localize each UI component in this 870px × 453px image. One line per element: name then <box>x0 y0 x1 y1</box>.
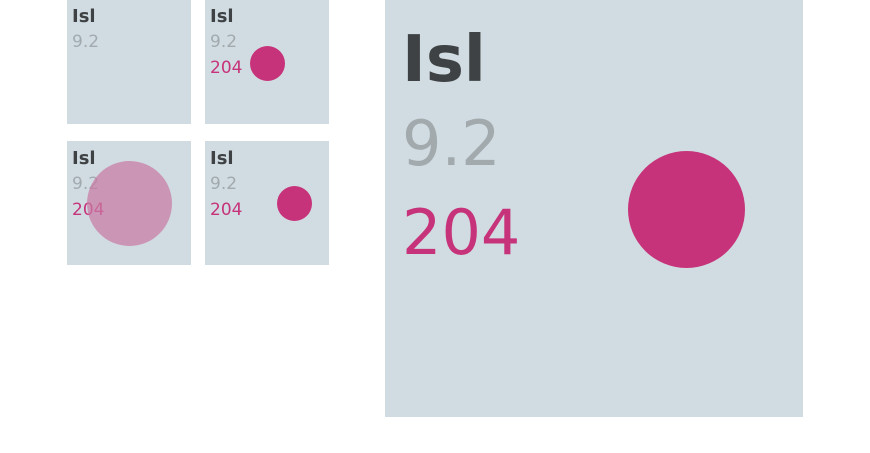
tile-rating: 9.2 <box>210 32 238 52</box>
tile-3[interactable]: Isl 9.2 204 <box>67 141 191 265</box>
tile-2[interactable]: Isl 9.2 204 <box>205 0 329 124</box>
tile-rating: 9.2 <box>210 174 238 194</box>
detail-count-dot <box>628 151 745 268</box>
detail-tile: Isl 9.2 204 <box>385 0 803 417</box>
tile-code: Isl <box>72 6 96 27</box>
tile-count: 204 <box>210 58 243 78</box>
tile-code: Isl <box>210 148 234 169</box>
count-dot <box>87 161 172 246</box>
count-dot <box>250 46 285 81</box>
detail-count: 204 <box>402 196 521 269</box>
tile-rating: 9.2 <box>72 32 100 52</box>
detail-rating: 9.2 <box>402 107 501 180</box>
tile-code: Isl <box>210 6 234 27</box>
tile-code: Isl <box>72 148 96 169</box>
tile-4[interactable]: Isl 9.2 204 <box>205 141 329 265</box>
count-dot <box>277 186 312 221</box>
detail-code: Isl <box>402 23 486 97</box>
tile-count: 204 <box>210 200 243 220</box>
tile-1[interactable]: Isl 9.2 <box>67 0 191 124</box>
